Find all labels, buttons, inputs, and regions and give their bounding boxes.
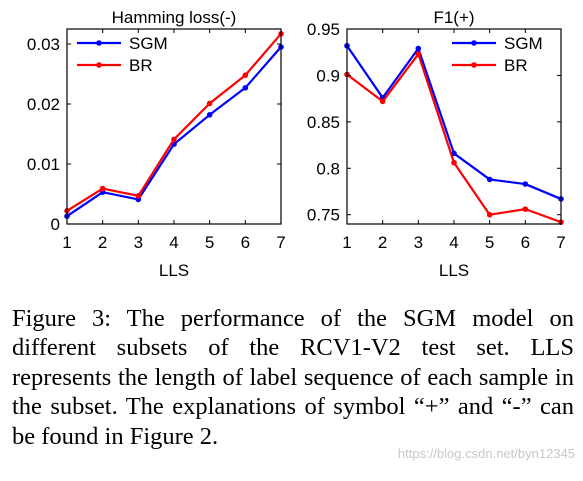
data-point-sgm <box>415 45 422 52</box>
x-tick-label: 6 <box>241 233 250 252</box>
figure: Hamming loss(-) 1 2 3 4 5 6 7 0 0.01 0.02 0.03 LLS SG… <box>27 8 566 280</box>
data-point-br <box>206 100 213 107</box>
data-point-br <box>451 159 457 166</box>
legend-label-br: BR <box>129 56 153 75</box>
x-axis-label: LLS <box>159 261 189 280</box>
x-tick-label: 6 <box>521 233 530 252</box>
data-point-br <box>486 211 493 218</box>
series-line-br <box>66 33 282 212</box>
chart-title: Hamming loss(-) <box>112 8 237 27</box>
chart-hamming: Hamming loss(-) 1 2 3 4 5 6 7 0 0.01 0.02 0.03 LLS SG… <box>27 8 286 280</box>
x-tick-label: 1 <box>62 233 71 252</box>
x-tick-label: 7 <box>556 233 565 252</box>
data-point-sgm <box>206 112 213 118</box>
y-tick-label: 0.8 <box>316 159 340 178</box>
x-tick-label: 4 <box>449 233 458 252</box>
x-tick-label: 2 <box>378 233 387 252</box>
legend-marker-sgm <box>96 40 102 46</box>
legend-label-br: BR <box>504 56 528 75</box>
data-point-sgm <box>451 150 457 157</box>
data-point-br <box>171 136 177 143</box>
legend-marker-br <box>96 62 102 68</box>
y-tick-label: 0.03 <box>27 35 60 54</box>
data-point-br <box>415 51 422 57</box>
legend-marker-sgm <box>471 40 477 46</box>
data-point-sgm <box>242 85 249 91</box>
x-tick-label: 4 <box>169 233 178 252</box>
x-tick-label: 2 <box>98 233 107 252</box>
x-tick-label: 3 <box>134 233 143 252</box>
watermark: https://blog.csdn.net/byn12345 <box>397 446 575 461</box>
data-point-br <box>522 206 529 212</box>
legend-label-sgm: SGM <box>129 34 168 53</box>
data-point-br <box>135 193 142 199</box>
data-point-sgm <box>486 176 493 183</box>
data-point-br <box>379 98 386 105</box>
x-axis-label: LLS <box>439 261 469 280</box>
chart-title: F1(+) <box>433 8 474 27</box>
series-line-br <box>346 52 562 224</box>
legend-label-sgm: SGM <box>504 34 543 53</box>
x-tick-label: 1 <box>342 233 351 252</box>
y-tick-label: 0.95 <box>307 20 340 39</box>
x-tick-label: 5 <box>205 233 214 252</box>
y-tick-label: 0.01 <box>27 155 60 174</box>
data-point-sgm <box>522 181 529 187</box>
y-tick-label: 0.85 <box>307 113 340 132</box>
y-tick-label: 0.9 <box>316 66 340 85</box>
x-tick-label: 7 <box>276 233 285 252</box>
x-tick-label: 5 <box>485 233 494 252</box>
series-line-sgm <box>346 45 562 200</box>
x-tick-label: 3 <box>414 233 423 252</box>
axes-box <box>346 28 562 225</box>
figure-caption: Figure 3: The performance of the SGM mod… <box>12 305 574 450</box>
y-tick-label: 0 <box>51 215 60 234</box>
data-point-br <box>99 185 106 192</box>
y-tick-label: 0.75 <box>307 206 340 225</box>
line-charts: Hamming loss(-) 1 2 3 4 5 6 7 0 0.01 0.02 0.03 LLS SG… <box>27 8 566 280</box>
chart-f1: F1(+) 1 2 3 4 5 6 7 0.75 0.8 0.85 0.9 0.95 LLS SGM BR <box>307 8 566 280</box>
legend-marker-br <box>471 62 477 68</box>
y-tick-label: 0.02 <box>27 95 60 114</box>
data-point-br <box>242 72 249 78</box>
